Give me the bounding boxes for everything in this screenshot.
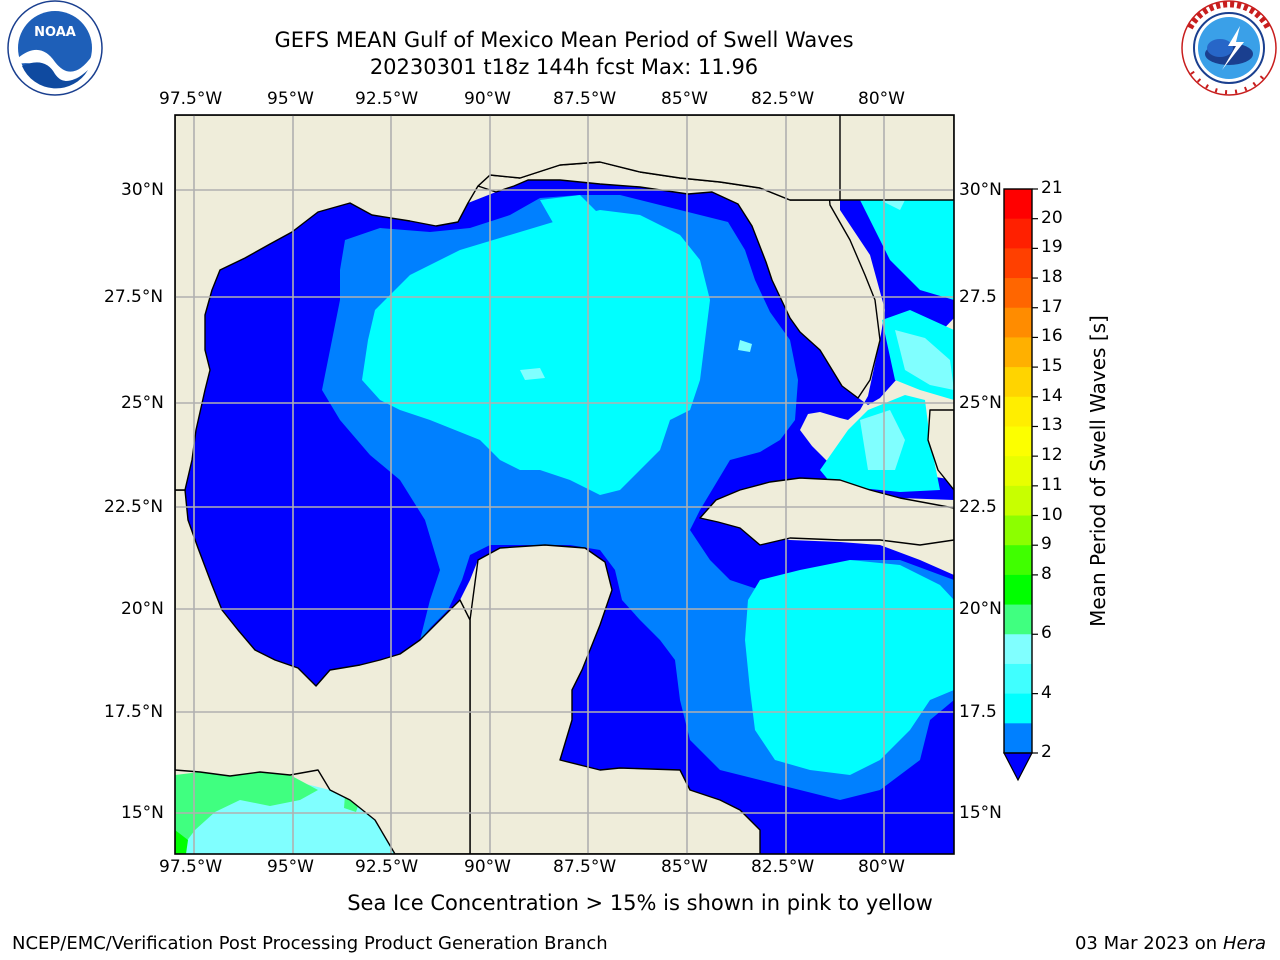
colorbar-block — [1004, 189, 1032, 220]
colorbar-extend-arrow — [1003, 752, 1033, 782]
map-field — [175, 115, 954, 854]
colorbar-tick-label: 10 — [1041, 504, 1063, 525]
lat-label-left: 27.5°N — [104, 287, 164, 307]
ocean-level-9-10 — [175, 772, 360, 854]
colorbar-tick-label: 16 — [1041, 326, 1063, 347]
colorbar-tick-label: 4 — [1041, 682, 1052, 703]
colorbar-tick-label: 18 — [1041, 267, 1063, 288]
colorbar-tick-label: 12 — [1041, 445, 1063, 466]
map-border — [174, 114, 955, 855]
colorbar-tick-label: 9 — [1041, 534, 1052, 555]
lon-label-top: 97.5°W — [159, 89, 223, 109]
colorbar-block — [1004, 574, 1032, 606]
lat-label-right: 20°N — [959, 599, 1002, 619]
colorbar — [1003, 188, 1038, 782]
colorbar-block — [1004, 248, 1032, 279]
colorbar-tick-label: 21 — [1041, 178, 1063, 198]
lon-label-top: 92.5°W — [355, 89, 419, 109]
colorbar-frame — [1003, 188, 1033, 754]
lat-label-left: 30°N — [121, 180, 164, 200]
date-text: 03 Mar 2023 — [1074, 933, 1190, 954]
colorbar-tick-label: 20 — [1041, 207, 1063, 228]
lon-label-top: 90°W — [464, 89, 511, 109]
lon-label-top: 82.5°W — [751, 89, 815, 109]
nws-logo — [1181, 0, 1277, 96]
lon-label-top: 85°W — [661, 89, 708, 109]
on-text: on — [1194, 933, 1218, 954]
lat-label-right: 15°N — [959, 803, 1002, 823]
colorbar-block — [1004, 515, 1032, 546]
noaa-logo: NOAA — [7, 0, 103, 96]
lat-label-left: 22.5°N — [104, 497, 164, 517]
lat-label-left: 17.5°N — [104, 702, 164, 722]
colorbar-block — [1004, 396, 1032, 427]
colorbar-tick-label: 13 — [1041, 415, 1063, 436]
colorbar-tick-label: 19 — [1041, 237, 1063, 258]
date-stamp: 03 Mar 2023 on Hera — [1075, 933, 1266, 954]
colorbar-block — [1004, 693, 1032, 724]
colorbar-tick-label: 14 — [1041, 385, 1063, 406]
colorbar-tick-label: 2 — [1041, 742, 1052, 762]
colorbar-tick-label: 15 — [1041, 356, 1063, 377]
lon-label-top: 80°W — [858, 89, 905, 109]
chart-subtitle: 20230301 t18z 144h fcst Max: 11.96 — [369, 55, 759, 79]
lat-label-right: 17.5 — [959, 702, 997, 722]
machine-name: Hera — [1222, 933, 1266, 954]
colorbar-tick-label: 8 — [1041, 563, 1052, 584]
colorbar-block — [1004, 545, 1032, 576]
ocean-level-6-8 — [362, 115, 954, 775]
colorbar-block — [1004, 663, 1032, 695]
lat-label-right: 25°N — [959, 393, 1002, 413]
lon-label-bottom: 97.5°W — [159, 857, 223, 877]
credit-text: NCEP/EMC/Verification Post Processing Pr… — [12, 933, 608, 954]
colorbar-block — [1004, 218, 1032, 249]
colorbar-block — [1004, 367, 1032, 398]
coastlines — [175, 115, 954, 854]
sea-ice-note: Sea Ice Concentration > 15% is shown in … — [347, 891, 933, 915]
lat-label-right: 27.5 — [959, 287, 997, 307]
lon-label-bottom: 82.5°W — [751, 857, 815, 877]
colorbar-block — [1004, 723, 1032, 754]
colorbar-tick-label: 6 — [1041, 623, 1052, 644]
colorbar-block — [1004, 278, 1032, 309]
colorbar-block — [1004, 634, 1032, 665]
graticule — [175, 115, 954, 854]
lon-label-bottom: 92.5°W — [355, 857, 419, 877]
chart-title: GEFS MEAN Gulf of Mexico Mean Period of … — [274, 28, 854, 52]
colorbar-block — [1004, 307, 1032, 338]
lon-label-top: 95°W — [267, 89, 314, 109]
lat-label-left: 15°N — [121, 803, 164, 823]
lon-label-bottom: 87.5°W — [553, 857, 617, 877]
colorbar-tick-label: 17 — [1041, 296, 1063, 317]
noaa-logo-text: NOAA — [34, 25, 76, 40]
colorbar-block — [1004, 604, 1032, 635]
colorbar-label: Mean Period of Swell Waves [s] — [1086, 315, 1110, 627]
colorbar-block — [1004, 337, 1032, 368]
colorbar-block — [1004, 485, 1032, 517]
lon-label-bottom: 95°W — [267, 857, 314, 877]
lat-label-left: 25°N — [121, 393, 164, 413]
colorbar-block — [1004, 456, 1032, 487]
lat-label-right: 22.5 — [959, 497, 997, 517]
lon-label-bottom: 80°W — [858, 857, 905, 877]
lon-label-bottom: 85°W — [661, 857, 708, 877]
lon-label-top: 87.5°W — [553, 89, 617, 109]
lat-label-right: 30°N — [959, 180, 1002, 200]
lat-label-left: 20°N — [121, 599, 164, 619]
colorbar-block — [1004, 426, 1032, 457]
lon-label-bottom: 90°W — [464, 857, 511, 877]
colorbar-tick-label: 11 — [1041, 474, 1063, 495]
